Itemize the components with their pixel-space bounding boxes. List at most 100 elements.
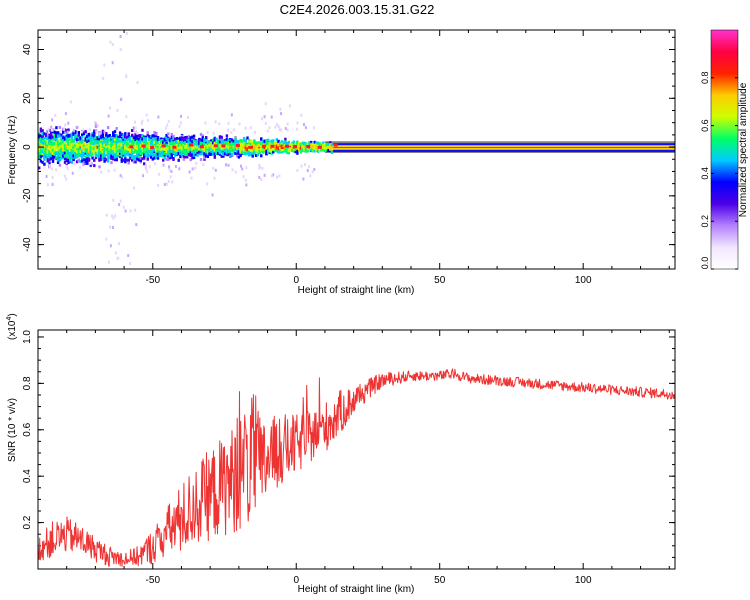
spectrum-cell [98,154,101,158]
spectrum-cell [263,140,266,144]
spectrum-cell [132,160,136,164]
spectrum-outlier [280,128,283,132]
spectrum-outlier [190,176,193,180]
spectrum-cell [69,133,72,137]
spectrum-cell [249,152,253,156]
spectrum-cell [118,146,122,150]
spectrum-outlier [178,124,181,128]
spectrum-cell [112,142,115,146]
spectrum-cell [38,156,41,160]
spectrum-cell [82,132,86,136]
spectrum-cell [227,153,230,157]
spectrum-cell [222,148,225,152]
spectrum-cell [182,136,185,140]
spectrum-cell [136,134,139,138]
spectrum-cell [141,135,144,139]
spectrum-outlier [146,170,149,174]
spectrum-cell [63,160,67,164]
x-tick-label: 0 [293,575,299,586]
spectrum-outlier [245,166,248,170]
spectrum-cell [162,138,165,142]
spectrum-cell [167,154,170,158]
spectrum-outlier [264,122,267,125]
spectrum-cell [74,135,77,139]
spectrum-cell [87,142,91,146]
spectrum-outlier [66,130,69,134]
spectrum-cell [217,152,220,155]
spectrum-cell [74,130,77,134]
spectrum-cell [43,152,46,156]
spectrum-cell [329,141,332,145]
spectrum-cell [113,152,117,156]
spectrum-cell [241,143,244,147]
spectrum-cell [134,133,137,137]
spectrum-cell [218,152,222,156]
spectrum-cell [225,151,229,155]
spectrum-cell [284,137,287,141]
spectrum-outlier [82,128,85,132]
spectrum-cell [125,152,129,156]
spectrum-cell [151,153,154,157]
spectrum-outlier [125,74,127,78]
spectrum-outlier [82,163,85,167]
spectrum-cell [285,141,289,145]
spectrum-outlier [140,121,143,125]
spectrum-cell [105,135,108,139]
spectrum-cell [210,152,213,156]
spectrum-cell [323,146,327,150]
spectrum-cell [256,149,259,153]
spectrum-cell [149,141,153,145]
spectrum-cell [141,128,144,132]
spectrum-outlier [71,171,74,175]
spectrum-cell [275,138,278,142]
spectrum-cell [53,135,56,139]
spectrum-outlier [88,128,91,132]
spectrum-cell [199,148,203,152]
spectrum-cell [203,139,206,143]
spectrum-cell [79,137,82,141]
spectrum-cell [125,147,129,151]
spectrum-outlier [146,118,149,122]
x-tick-label: 50 [434,275,446,286]
spectrum-cell [261,150,265,154]
spectrum-cell [105,158,108,162]
spectrum-cell [132,145,136,149]
spectrum-cell [136,144,139,148]
spectrum-cell [242,147,246,151]
spectrum-cell [101,150,105,154]
spectrum-outlier [113,168,116,172]
spectrum-cell [81,135,84,139]
spectrum-outlier [304,126,307,130]
spectrum-cell [299,143,303,147]
spectrum-cell [263,149,266,153]
spectrum-cell [113,130,117,134]
spectrum-cell [86,140,89,144]
spectrum-outlier [195,161,198,165]
spectrum-cell [132,135,136,139]
spectrum-cell [277,147,280,151]
spectrum-cell [211,138,215,142]
spectrum-cell [246,136,249,140]
spectrum-outlier [187,116,189,119]
spectrum-outlier [240,164,242,168]
spectrum-outlier [270,174,273,178]
spectrum-cell [265,145,268,149]
spectrum-cell [192,145,196,149]
spectrum-outlier [296,169,299,172]
spectrum-cell [175,137,179,141]
spectrum-cell [310,148,313,152]
spectrum-cell [56,149,60,153]
spectrum-cell [55,133,58,137]
spectrum-cell [155,149,158,153]
colorbar-tick-label: 0.6 [700,119,710,132]
spectrum-cell [213,138,216,142]
spectrum-cell [282,149,285,153]
spectrum-cell [101,138,105,142]
spectrum-cell [75,138,79,142]
spectrum-cell [165,137,168,141]
spectrum-outlier [135,223,138,227]
spectrum-cell [175,141,179,145]
spectrum-cell [242,152,246,155]
spectrum-outlier [163,183,166,186]
spectrum-cell [69,155,72,159]
